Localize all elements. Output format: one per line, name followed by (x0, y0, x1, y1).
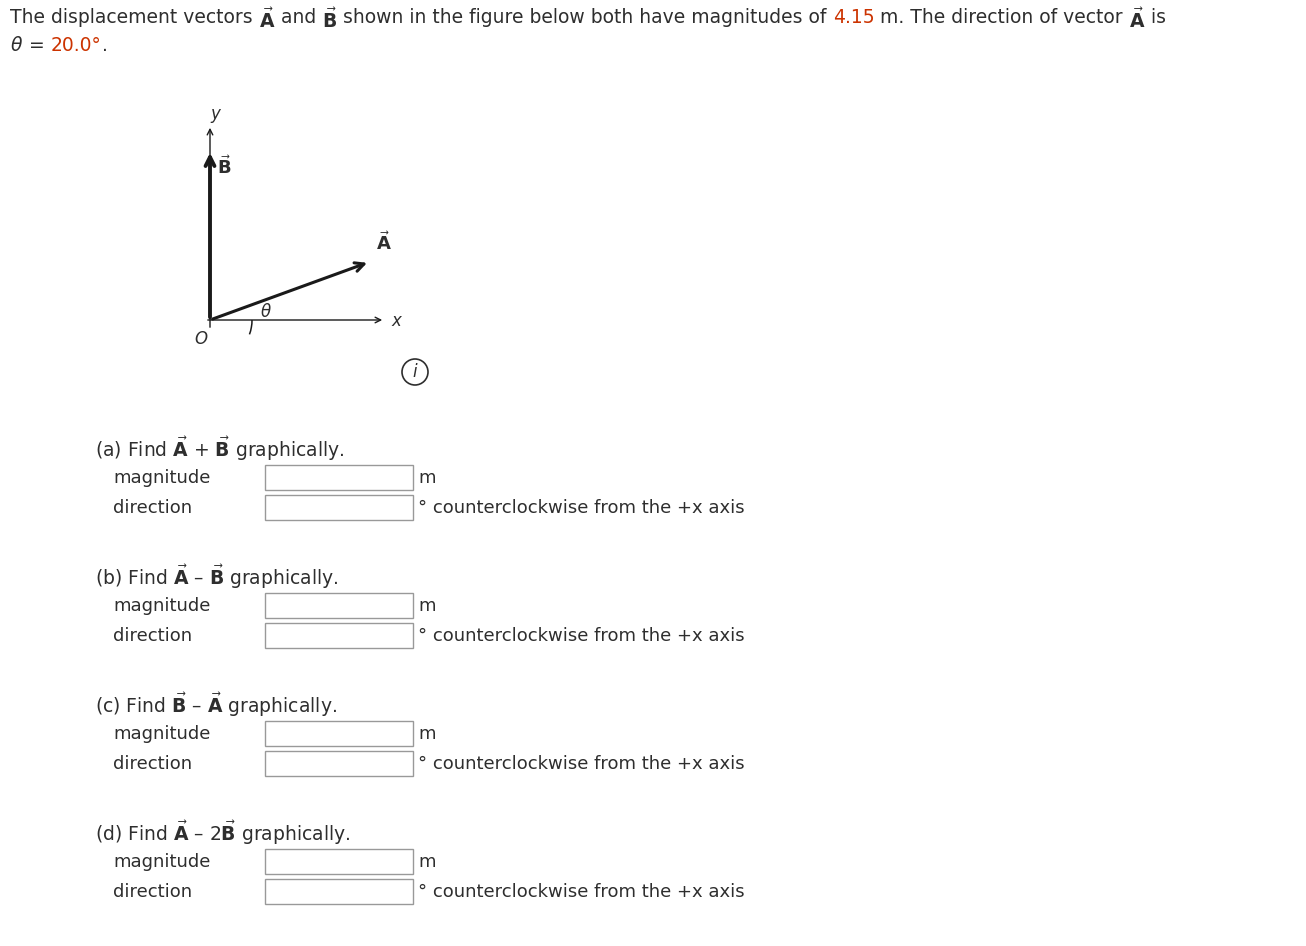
Text: direction: direction (114, 626, 192, 644)
Text: magnitude: magnitude (114, 597, 210, 615)
Text: ° counterclockwise from the +x axis: ° counterclockwise from the +x axis (418, 755, 744, 773)
Text: (c) Find $\vec{\mathbf{B}}$ – $\vec{\mathbf{A}}$ graphically.: (c) Find $\vec{\mathbf{B}}$ – $\vec{\mat… (95, 691, 337, 719)
Text: shown in the figure below both have magnitudes of: shown in the figure below both have magn… (337, 8, 833, 27)
Text: m: m (418, 725, 435, 743)
Bar (265, 495, 413, 520)
Text: $\vec{\mathbf{B}}$: $\vec{\mathbf{B}}$ (217, 155, 231, 178)
Bar (265, 623, 413, 648)
Text: m. The direction of vector: m. The direction of vector (874, 8, 1128, 27)
Bar (265, 849, 413, 874)
Text: direction: direction (114, 755, 192, 773)
Text: (d) Find $\vec{\mathbf{A}}$ – 2$\vec{\mathbf{B}}$ graphically.: (d) Find $\vec{\mathbf{A}}$ – 2$\vec{\ma… (95, 819, 350, 848)
Text: (b) Find $\vec{\mathbf{A}}$ – $\vec{\mathbf{B}}$ graphically.: (b) Find $\vec{\mathbf{A}}$ – $\vec{\mat… (95, 563, 338, 591)
Bar (265, 593, 413, 618)
Text: $\vec{\mathbf{A}}$: $\vec{\mathbf{A}}$ (1128, 8, 1145, 32)
Bar (265, 721, 413, 746)
Text: magnitude: magnitude (114, 468, 210, 486)
Text: (a) Find $\vec{\mathbf{A}}$ + $\vec{\mathbf{B}}$ graphically.: (a) Find $\vec{\mathbf{A}}$ + $\vec{\mat… (95, 435, 345, 464)
Text: direction: direction (114, 499, 192, 517)
Text: ° counterclockwise from the +x axis: ° counterclockwise from the +x axis (418, 883, 744, 901)
Text: $\vec{\mathbf{A}}$: $\vec{\mathbf{A}}$ (376, 231, 392, 254)
Text: ° counterclockwise from the +x axis: ° counterclockwise from the +x axis (418, 499, 744, 517)
Bar (265, 751, 413, 776)
Text: $\theta$: $\theta$ (260, 303, 272, 321)
Text: 4.15: 4.15 (833, 8, 874, 27)
Text: is: is (1145, 8, 1166, 27)
Text: The displacement vectors: The displacement vectors (10, 8, 259, 27)
Bar (265, 465, 413, 490)
Bar (265, 879, 413, 904)
Text: m: m (418, 468, 435, 486)
Text: .: . (102, 36, 107, 55)
Text: i: i (413, 363, 418, 381)
Text: and: and (276, 8, 323, 27)
Text: $\theta$: $\theta$ (10, 36, 24, 55)
Text: $\vec{\mathbf{A}}$: $\vec{\mathbf{A}}$ (259, 8, 276, 32)
Text: direction: direction (114, 883, 192, 901)
Text: $O$: $O$ (195, 330, 209, 348)
Text: x: x (390, 312, 401, 330)
Text: $\vec{\mathbf{B}}$: $\vec{\mathbf{B}}$ (323, 8, 337, 32)
Text: m: m (418, 852, 435, 870)
Text: y: y (210, 105, 219, 123)
Text: magnitude: magnitude (114, 852, 210, 870)
Text: 20.0°: 20.0° (51, 36, 102, 55)
Text: magnitude: magnitude (114, 725, 210, 743)
Text: m: m (418, 597, 435, 615)
Text: =: = (24, 36, 51, 55)
Text: ° counterclockwise from the +x axis: ° counterclockwise from the +x axis (418, 626, 744, 644)
